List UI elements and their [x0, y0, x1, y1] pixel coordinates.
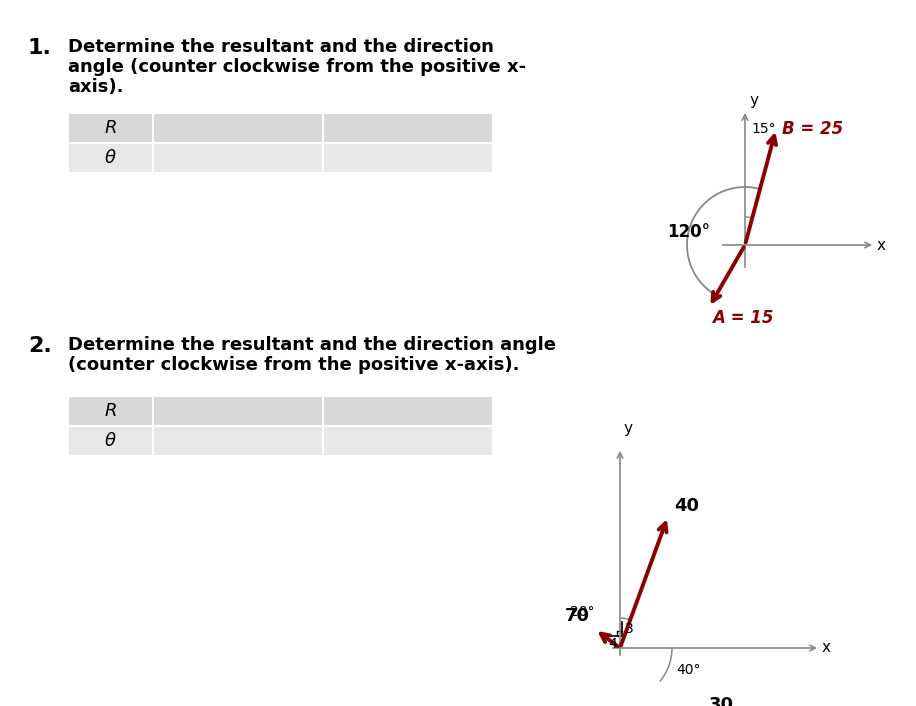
Bar: [68, 113, 493, 143]
Text: 15°: 15°: [751, 122, 776, 136]
Text: 1.: 1.: [28, 38, 52, 58]
Text: A = 15: A = 15: [712, 309, 773, 328]
Text: (counter clockwise from the positive x-axis).: (counter clockwise from the positive x-a…: [68, 356, 519, 374]
Text: x: x: [877, 237, 886, 253]
Text: y: y: [624, 421, 633, 436]
Text: B = 25: B = 25: [782, 120, 844, 138]
Text: Determine the resultant and the direction angle: Determine the resultant and the directio…: [68, 336, 556, 354]
Text: 120°: 120°: [667, 223, 710, 241]
Text: θ: θ: [105, 432, 116, 450]
Bar: [68, 396, 493, 426]
Text: 3: 3: [625, 622, 634, 636]
Text: Determine the resultant and the direction: Determine the resultant and the directio…: [68, 38, 494, 56]
Text: 4: 4: [608, 637, 617, 651]
Text: x: x: [822, 640, 831, 655]
Text: 30: 30: [708, 697, 734, 706]
Text: 20°: 20°: [570, 605, 594, 619]
Text: 40°: 40°: [676, 663, 701, 677]
Text: 70: 70: [565, 607, 590, 626]
Bar: [68, 426, 493, 456]
Text: 2.: 2.: [28, 336, 51, 356]
Text: R: R: [104, 402, 116, 420]
Text: 40: 40: [674, 498, 699, 515]
Text: R: R: [104, 119, 116, 137]
Bar: [68, 143, 493, 173]
Text: y: y: [749, 93, 758, 108]
Text: axis).: axis).: [68, 78, 124, 96]
Text: θ: θ: [105, 149, 116, 167]
Text: angle (counter clockwise from the positive x-: angle (counter clockwise from the positi…: [68, 58, 526, 76]
